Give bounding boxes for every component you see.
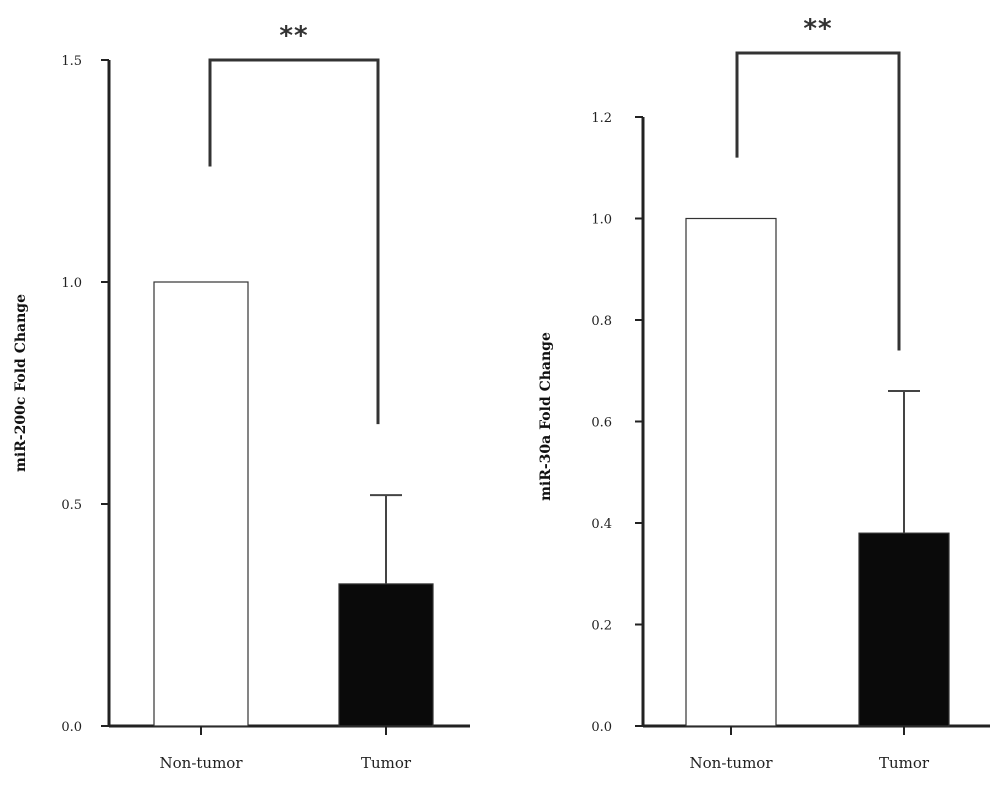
- y-tick-label: 0.8: [591, 314, 612, 329]
- category-label: Non-tumor: [690, 754, 774, 772]
- bar-tumor: [338, 583, 434, 727]
- y-axis-label: miR-30a Fold Change: [538, 332, 554, 501]
- significance-bracket: [735, 51, 901, 351]
- y-tick-label: 1.0: [591, 213, 612, 228]
- bar-non-tumor: [153, 281, 249, 727]
- significance-label: **: [803, 14, 832, 44]
- y-tick-label: 0.2: [591, 619, 612, 634]
- y-tick-label: 0.6: [591, 416, 612, 431]
- category-label: Tumor: [361, 754, 412, 772]
- y-axis-label: miR-200c Fold Change: [13, 294, 29, 472]
- category-label: Tumor: [879, 754, 930, 772]
- y-tick-label: 1.2: [591, 111, 612, 126]
- y-tick-label: 0.0: [591, 720, 612, 735]
- y-tick-label: 1.0: [61, 276, 82, 291]
- chart-mir200c: 0.0 0.5 1.0 1.5 ** Non-tumor Tumor miR-200c …: [13, 21, 470, 772]
- chart-mir30a: 0.00.20.40.60.81.01.2 ** Non-tumor Tumor …: [538, 14, 990, 772]
- y-tick-label: 0.4: [591, 517, 612, 532]
- y-tick-label: 0.0: [61, 720, 82, 735]
- significance-bracket: [208, 58, 380, 425]
- significance-label: **: [279, 21, 308, 51]
- bar-non-tumor: [685, 217, 777, 727]
- category-label: Non-tumor: [160, 754, 244, 772]
- y-tick-label: 0.5: [61, 498, 82, 513]
- bar-tumor: [858, 532, 950, 727]
- y-tick-label: 1.5: [61, 54, 82, 69]
